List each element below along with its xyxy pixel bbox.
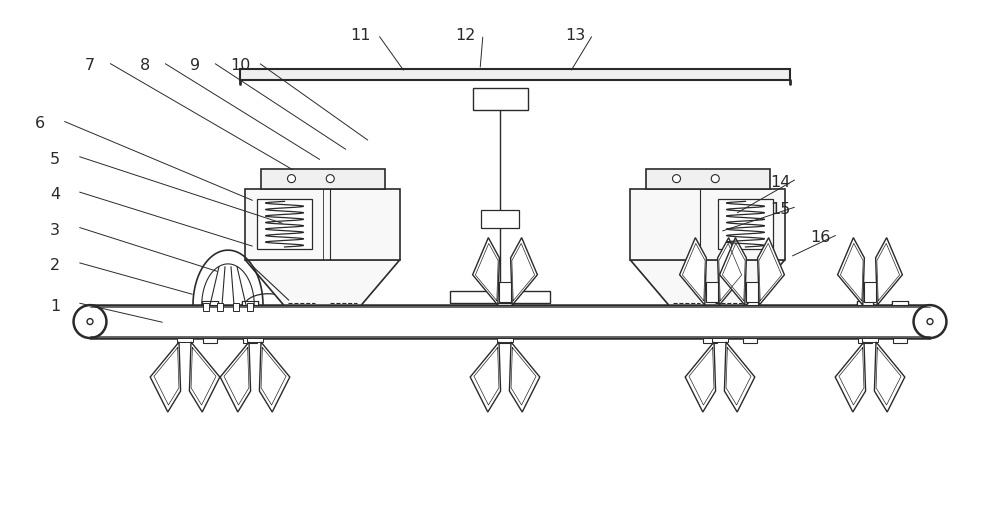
Text: 14: 14 [770,174,790,189]
Text: 3: 3 [50,222,60,237]
Bar [242,301,258,306]
Bar [742,301,758,306]
Text: 6: 6 [35,116,45,131]
Bar [712,338,728,342]
Polygon shape [720,238,746,306]
Polygon shape [630,260,785,306]
Bar [450,292,550,304]
Text: 4: 4 [50,187,60,202]
Ellipse shape [74,306,106,338]
Bar [499,282,511,302]
Bar [702,301,718,306]
Ellipse shape [711,175,719,183]
Polygon shape [220,342,251,412]
Bar [646,169,770,189]
Bar [261,169,385,189]
Bar [857,301,873,306]
Text: 11: 11 [350,28,370,43]
Bar [703,338,717,343]
Bar [743,338,757,343]
Bar [203,338,217,343]
Text: 16: 16 [810,230,830,245]
Polygon shape [874,342,905,412]
Polygon shape [245,260,400,306]
Bar [481,211,519,228]
Ellipse shape [87,319,93,325]
Ellipse shape [288,175,296,183]
Polygon shape [189,342,220,412]
Bar [473,89,528,111]
Polygon shape [150,342,181,412]
Bar [864,282,876,302]
Bar [203,304,209,312]
Bar [497,301,513,306]
Bar [257,200,312,249]
Text: 13: 13 [565,28,585,43]
Text: 7: 7 [85,58,95,73]
Bar [240,70,790,81]
Bar [858,338,872,343]
Bar [247,304,253,312]
Polygon shape [259,342,290,412]
Ellipse shape [326,175,334,183]
Polygon shape [718,238,744,306]
Bar [892,301,908,306]
Polygon shape [473,238,499,306]
Polygon shape [680,238,706,306]
Polygon shape [758,238,784,306]
Polygon shape [835,342,866,412]
Bar [746,282,758,302]
Text: 10: 10 [230,58,250,73]
Ellipse shape [672,175,680,183]
Text: 5: 5 [50,152,60,167]
Bar [245,189,400,260]
Text: 9: 9 [190,58,200,73]
Text: 8: 8 [140,58,150,73]
Ellipse shape [914,306,946,338]
Bar [202,301,218,306]
Polygon shape [724,342,755,412]
Bar [177,338,193,342]
Bar [498,338,512,343]
Bar [862,338,878,342]
Text: 2: 2 [50,258,60,273]
Bar [233,304,239,312]
Polygon shape [685,342,716,412]
Polygon shape [511,238,537,306]
Bar [243,338,257,343]
Bar [706,282,718,302]
Polygon shape [838,238,864,306]
Text: 15: 15 [770,202,790,217]
Bar [630,189,785,260]
Bar [247,338,263,342]
Ellipse shape [927,319,933,325]
Bar [893,338,907,343]
Polygon shape [470,342,501,412]
Text: 12: 12 [455,28,475,43]
Bar [217,304,223,312]
Bar [497,338,513,342]
Bar [718,200,773,249]
Polygon shape [509,342,540,412]
Polygon shape [876,238,902,306]
Text: 1: 1 [50,298,60,313]
